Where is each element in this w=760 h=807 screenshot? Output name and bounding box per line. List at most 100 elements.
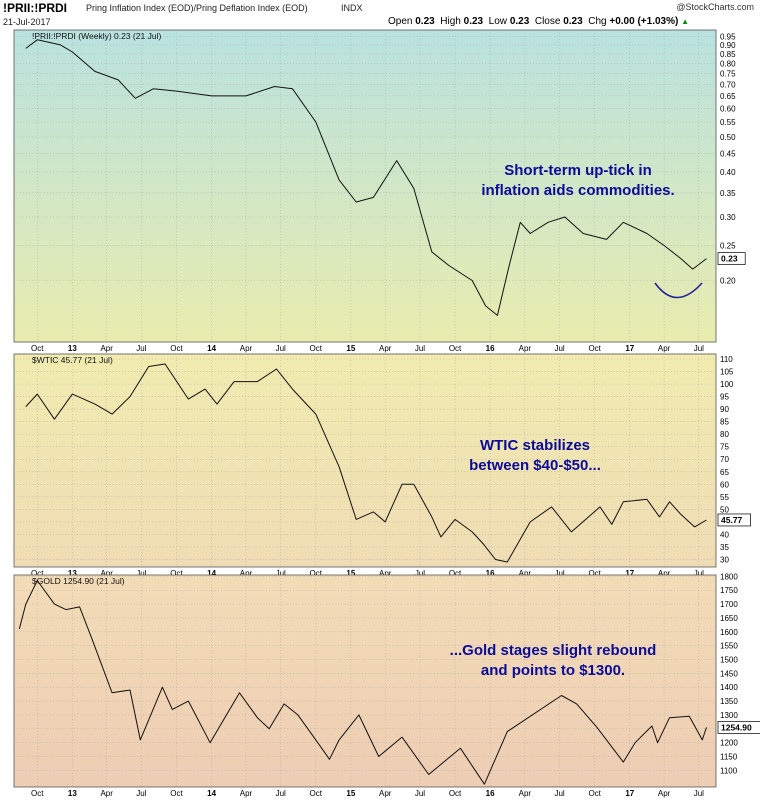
- x-tick-label: Oct: [31, 344, 44, 353]
- x-tick-label: Apr: [519, 569, 532, 578]
- x-tick-label: Jul: [276, 789, 286, 798]
- uptick-arc: [654, 282, 703, 299]
- y-tick-label: 50: [720, 505, 729, 514]
- x-tick-label: Oct: [31, 569, 44, 578]
- y-tick-label: 0.90: [720, 41, 736, 50]
- brand-label: @StockCharts.com: [676, 2, 754, 12]
- price-line-1: [25, 39, 707, 316]
- price-line-3: [18, 580, 707, 785]
- x-tick-label: Apr: [379, 569, 392, 578]
- panel-title-3: $GOLD 1254.90 (21 Jul): [32, 576, 125, 586]
- x-tick-label: Apr: [240, 569, 253, 578]
- index-tag: INDX: [341, 3, 363, 13]
- x-tick-label: Apr: [379, 789, 392, 798]
- y-tick-label: 0.95: [720, 32, 736, 41]
- x-tick-label: Oct: [449, 569, 462, 578]
- close-value: 0.23: [563, 16, 583, 27]
- y-tick-label: 90: [720, 405, 729, 414]
- y-tick-label: 1550: [720, 642, 738, 651]
- y-tick-label: 0.80: [720, 59, 736, 68]
- x-tick-label: Oct: [449, 344, 462, 353]
- y-tick-label: 1400: [720, 683, 738, 692]
- x-tick-label: Oct: [310, 569, 323, 578]
- annotation-text: between $40-$50...: [469, 457, 601, 474]
- x-tick-label: Oct: [170, 344, 183, 353]
- x-tick-label: Apr: [100, 789, 113, 798]
- x-tick-label: Jul: [694, 344, 704, 353]
- x-tick-label: Apr: [100, 344, 113, 353]
- x-tick-label: Apr: [519, 789, 532, 798]
- y-tick-label: 0.40: [720, 168, 736, 177]
- x-tick-label: Apr: [240, 789, 253, 798]
- quote-line: Open 0.23 High 0.23 Low 0.23 Close 0.23 …: [388, 16, 689, 27]
- last-value-tag: [717, 252, 746, 265]
- y-tick-label: 35: [720, 543, 729, 552]
- x-tick-label: Oct: [588, 569, 601, 578]
- close-label: Close: [534, 16, 561, 27]
- x-tick-label: Jul: [554, 789, 564, 798]
- last-value-label: 1254.90: [721, 722, 752, 732]
- y-tick-label: 1650: [720, 614, 738, 623]
- x-tick-label: Jul: [136, 569, 146, 578]
- y-tick-label: 0.50: [720, 133, 736, 142]
- y-tick-label: 1500: [720, 656, 738, 665]
- y-tick-label: 1700: [720, 600, 738, 609]
- y-tick-label: 1300: [720, 711, 738, 720]
- y-tick-label: 0.70: [720, 80, 736, 89]
- last-value-tag: [717, 513, 751, 527]
- panel-title-1: !PRII:!PRDI (Weekly) 0.23 (21 Jul): [32, 31, 161, 41]
- x-tick-label: 17: [625, 569, 634, 578]
- chart-date: 21-Jul-2017: [3, 17, 51, 27]
- chg-label: Chg: [588, 16, 607, 27]
- y-tick-label: 1450: [720, 669, 738, 678]
- last-value-label: 0.23: [721, 254, 738, 264]
- y-tick-label: 95: [720, 393, 729, 402]
- annotation-text: and points to $1300.: [481, 662, 625, 679]
- symbol-description: Pring Inflation Index (EOD)/Pring Deflat…: [86, 3, 308, 13]
- x-tick-label: Oct: [310, 344, 323, 353]
- y-tick-label: 75: [720, 443, 729, 452]
- y-tick-label: 105: [720, 368, 734, 377]
- last-value-tag: [717, 721, 760, 734]
- x-tick-label: Oct: [449, 789, 462, 798]
- x-tick-label: Jul: [554, 569, 564, 578]
- x-tick-label: 13: [68, 569, 77, 578]
- last-value-label: 45.77: [721, 515, 743, 525]
- x-tick-label: Oct: [31, 789, 44, 798]
- x-tick-label: Jul: [694, 569, 704, 578]
- low-label: Low: [488, 16, 508, 27]
- x-tick-label: 17: [625, 789, 634, 798]
- y-tick-label: 40: [720, 530, 729, 539]
- panel-background-2: [13, 353, 717, 568]
- y-tick-label: 0.55: [720, 118, 736, 127]
- x-tick-label: Oct: [588, 789, 601, 798]
- y-tick-label: 0.30: [720, 213, 736, 222]
- y-tick-label: 60: [720, 480, 729, 489]
- x-tick-label: Jul: [276, 344, 286, 353]
- y-tick-label: 0.35: [720, 189, 736, 198]
- x-tick-label: Apr: [100, 569, 113, 578]
- x-tick-label: Jul: [276, 569, 286, 578]
- x-tick-label: 15: [346, 789, 355, 798]
- x-tick-label: Jul: [136, 789, 146, 798]
- x-tick-label: Apr: [658, 569, 671, 578]
- price-line-2: [25, 363, 707, 563]
- x-tick-label: Apr: [379, 344, 392, 353]
- high-label: High: [440, 16, 461, 27]
- open-value: 0.23: [415, 16, 435, 27]
- chart-header: !PRII:!PRDI Pring Inflation Index (EOD)/…: [0, 0, 760, 30]
- x-tick-label: Apr: [658, 789, 671, 798]
- annotation-text: ...Gold stages slight rebound: [450, 642, 657, 659]
- y-tick-label: 80: [720, 430, 729, 439]
- chg-value: +0.00 (+1.03%): [609, 16, 679, 27]
- x-tick-label: Jul: [694, 789, 704, 798]
- y-tick-label: 110: [720, 355, 733, 364]
- y-tick-label: 1600: [720, 628, 738, 637]
- y-tick-label: 70: [720, 455, 729, 464]
- y-tick-label: 1750: [720, 586, 738, 595]
- y-tick-label: 1350: [720, 697, 738, 706]
- chg-up-icon: ▲: [681, 17, 690, 26]
- x-tick-label: Apr: [240, 344, 253, 353]
- y-tick-label: 0.20: [720, 276, 736, 285]
